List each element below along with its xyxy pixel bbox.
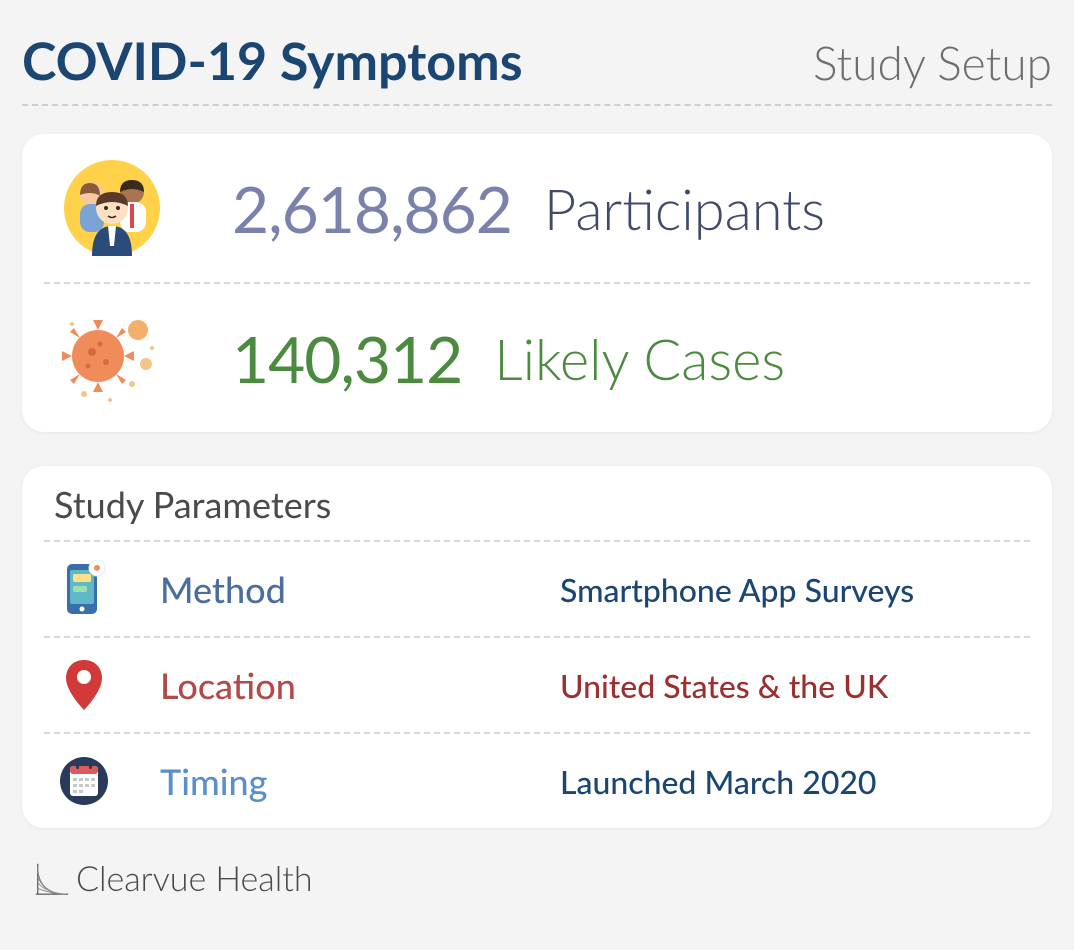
page-title: COVID-19 Symptoms — [22, 30, 523, 92]
stats-card: 2,618,862 Participants — [22, 134, 1052, 432]
param-timing-value: Launched March 2020 — [560, 762, 1020, 801]
footer-brand: Clearvue Health — [76, 858, 313, 899]
people-icon — [52, 158, 172, 258]
phone-icon — [54, 560, 114, 618]
param-method-value: Smartphone App Surveys — [560, 570, 1020, 609]
calendar-icon — [54, 752, 114, 810]
param-method-name: Method — [160, 567, 460, 611]
cases-number: 140,312 — [232, 320, 462, 397]
participants-row: 2,618,862 Participants — [44, 134, 1030, 282]
param-location-name: Location — [160, 663, 460, 707]
param-location-row: Location United States & the UK — [44, 636, 1030, 732]
cases-label: Likely Cases — [494, 325, 785, 392]
participants-label: Participants — [544, 175, 825, 242]
virus-icon — [52, 308, 172, 408]
location-pin-icon — [54, 656, 114, 714]
parameters-card: Study Parameters Method Smartphone App S… — [22, 466, 1052, 828]
participants-number: 2,618,862 — [232, 170, 512, 247]
page-subtitle: Study Setup — [813, 35, 1052, 90]
param-timing-name: Timing — [160, 759, 460, 803]
param-location-value: United States & the UK — [560, 666, 1020, 705]
param-timing-row: Timing Launched March 2020 — [44, 732, 1030, 828]
cases-row: 140,312 Likely Cases — [44, 282, 1030, 432]
param-method-row: Method Smartphone App Surveys — [44, 542, 1030, 636]
parameters-title: Study Parameters — [44, 466, 1030, 542]
footer: Clearvue Health — [22, 858, 1052, 899]
clearvue-logo-icon — [32, 860, 70, 898]
page-header: COVID-19 Symptoms Study Setup — [22, 30, 1052, 106]
